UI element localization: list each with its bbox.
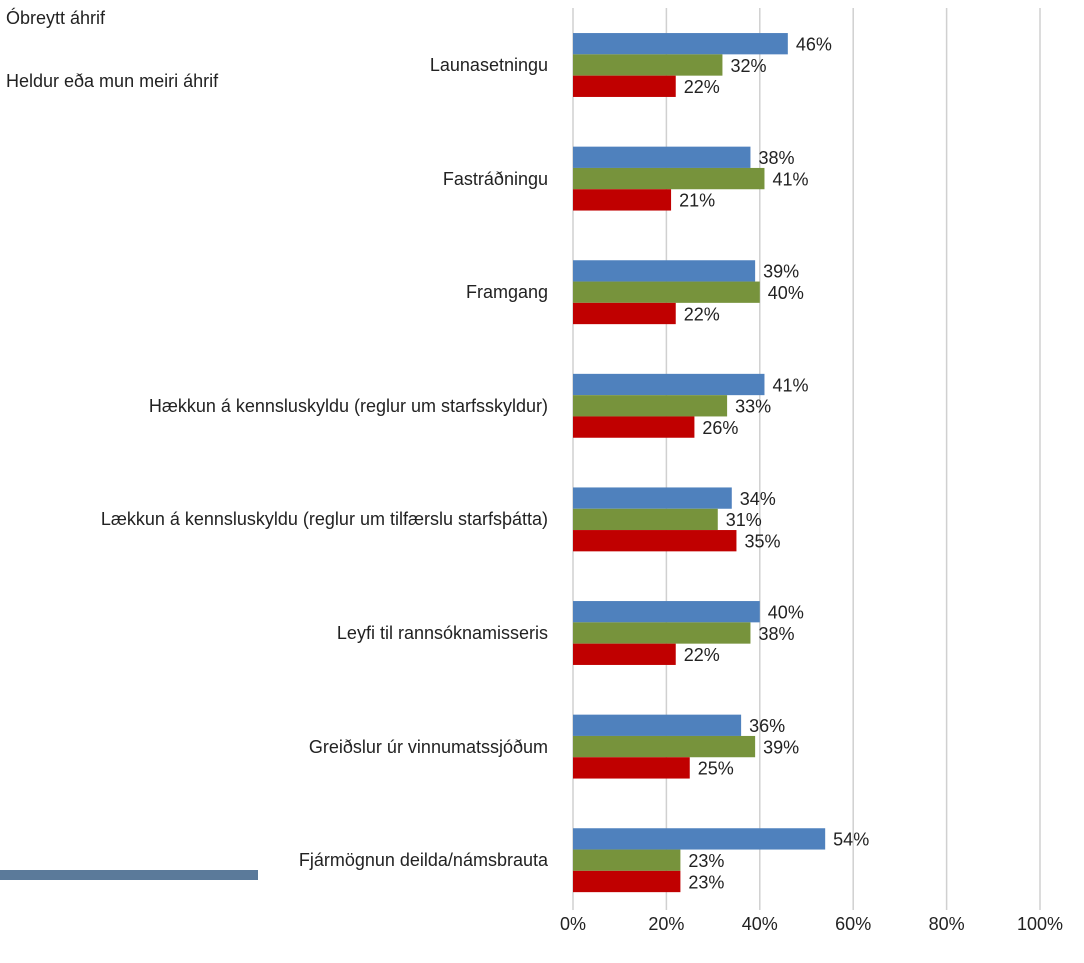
x-tick-label: 20% — [648, 914, 684, 934]
data-label: 41% — [772, 375, 808, 395]
data-label: 23% — [688, 851, 724, 871]
bar — [573, 643, 676, 665]
category-label: Greiðslur úr vinnumatssjóðum — [8, 735, 548, 759]
bar — [573, 189, 672, 211]
bar — [573, 395, 728, 417]
data-label: 46% — [796, 34, 832, 54]
x-tick-label: 100% — [1017, 914, 1063, 934]
data-label: 26% — [702, 418, 738, 438]
data-label: 41% — [772, 169, 808, 189]
bar — [573, 622, 751, 644]
category-text: Launasetningu — [429, 55, 548, 75]
bar — [573, 373, 765, 396]
data-label: 22% — [684, 77, 720, 97]
data-label: 54% — [833, 830, 869, 850]
legend-text: Óbreytt áhrif — [6, 8, 106, 28]
data-label: 22% — [684, 304, 720, 324]
data-label: 40% — [768, 602, 804, 622]
bar — [573, 487, 732, 509]
data-label: 36% — [749, 716, 785, 736]
bar — [573, 735, 756, 758]
data-label: 39% — [763, 262, 799, 282]
data-label: 40% — [768, 283, 804, 303]
bar — [573, 508, 718, 531]
bar — [573, 714, 742, 736]
category-label: Framgang — [8, 280, 548, 304]
bar — [573, 849, 681, 871]
bar — [573, 601, 760, 623]
category-label: Hækkun á kennsluskyldu (reglur um starfs… — [8, 394, 548, 418]
x-tick-label: 40% — [742, 914, 778, 934]
bar — [573, 33, 788, 55]
data-label: 32% — [730, 56, 766, 76]
category-label: Fastráðningu — [8, 167, 548, 191]
data-label: 21% — [679, 191, 715, 211]
category-text: Fjármögnun deilda/námsbrauta — [298, 850, 548, 871]
bar — [573, 416, 695, 438]
category-text: Fastráðningu — [442, 168, 548, 189]
x-tick-label: 0% — [560, 914, 586, 934]
data-label: 39% — [763, 737, 799, 757]
category-text: Framgang — [465, 282, 548, 303]
data-label: 33% — [735, 397, 771, 417]
decor-bar — [0, 870, 258, 880]
data-label: 34% — [740, 489, 776, 509]
category-label: Launasetningu — [8, 53, 548, 77]
data-label: 35% — [744, 531, 780, 551]
data-label: 31% — [726, 510, 762, 530]
legend-text: Heldur eða mun meiri áhrif — [6, 71, 219, 91]
category-text: Leyfi til rannsóknamisseris — [336, 623, 548, 643]
category-text: Hækkun á kennsluskyldu (reglur um starfs… — [148, 395, 548, 416]
x-tick-label: 80% — [929, 914, 965, 934]
bar — [573, 281, 760, 303]
category-label: Fjármögnun deilda/námsbrauta — [8, 848, 548, 872]
category-text: Lækkun á kennsluskyldu (reglur um tilfær… — [100, 509, 548, 530]
bar — [573, 828, 826, 850]
data-label: 38% — [758, 148, 794, 168]
category-label: Lækkun á kennsluskyldu (reglur um tilfær… — [8, 507, 548, 531]
data-label: 38% — [758, 624, 794, 644]
category-label: Leyfi til rannsóknamisseris — [8, 621, 548, 645]
category-text: Greiðslur úr vinnumatssjóðum — [308, 736, 548, 757]
bar — [573, 146, 751, 168]
data-label: 22% — [684, 645, 720, 665]
bar — [573, 75, 676, 97]
bar — [573, 757, 690, 779]
x-tick-label: 60% — [835, 914, 871, 934]
bar — [573, 167, 765, 190]
bar — [573, 260, 756, 282]
bar — [573, 870, 681, 893]
bar — [573, 302, 676, 325]
data-label: 25% — [698, 759, 734, 779]
bar — [573, 54, 723, 76]
data-label: 23% — [688, 872, 724, 892]
bar — [573, 530, 737, 552]
